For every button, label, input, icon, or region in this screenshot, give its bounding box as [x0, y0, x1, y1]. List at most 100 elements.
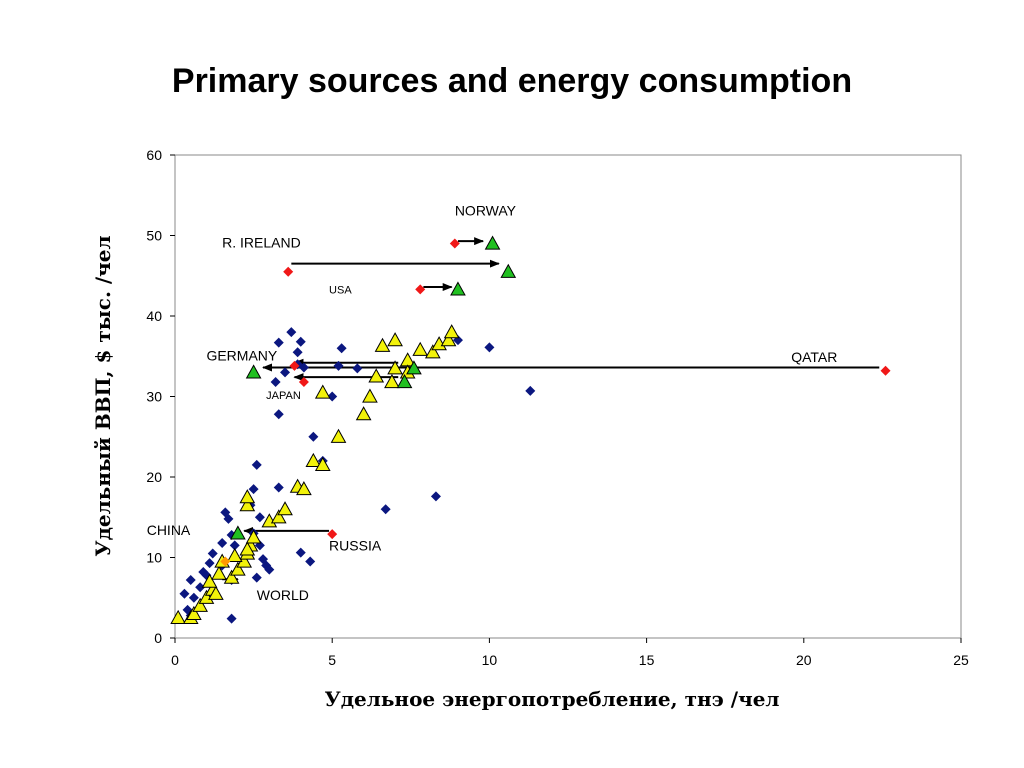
data-point-triangle-yellow [239, 497, 256, 512]
data-point-triangle-green [406, 360, 422, 375]
data-point-triangle-green [396, 373, 413, 389]
x-tick-label: 20 [796, 652, 812, 668]
country-label: CHINA [147, 522, 191, 538]
data-point-diamond-blue [430, 491, 441, 502]
data-point-diamond-red [327, 529, 338, 540]
annotations-layer: NORWAY R. IRELAND USA GERMANY JAPAN QATAR CHIN… [147, 202, 838, 603]
data-point-triangle-yellow [211, 565, 227, 580]
data-point-diamond-blue [292, 347, 303, 358]
data-point-triangle-yellow [239, 541, 256, 556]
data-point-triangle-yellow [201, 573, 218, 588]
data-point-diamond-blue [229, 540, 240, 551]
y-axis-label: Удельный ВВП, $ тыс. /чел [91, 235, 115, 556]
data-point-diamond-blue [248, 484, 259, 495]
data-point-diamond-blue [226, 613, 237, 624]
data-point-triangle-yellow [387, 360, 403, 375]
data-point-diamond-blue [305, 556, 316, 567]
data-point-triangle-yellow [239, 489, 256, 504]
data-point-diamond-blue [484, 342, 495, 353]
x-tick-label: 5 [328, 652, 336, 668]
data-point-triangle-yellow [186, 605, 202, 620]
data-point-diamond-blue [273, 482, 284, 493]
data-point-triangle-yellow [305, 452, 322, 467]
data-point-diamond-blue [204, 558, 215, 569]
country-label: WORLD [257, 587, 309, 603]
plot-area [174, 154, 962, 639]
data-point-diamond-blue [295, 547, 306, 558]
y-tick-label: 30 [146, 389, 162, 405]
data-point-triangle-yellow [245, 529, 262, 544]
country-label: QATAR [791, 349, 837, 365]
data-point-triangle-yellow [230, 561, 246, 576]
data-point-diamond-blue [380, 504, 391, 515]
data-point-triangle-yellow [374, 337, 391, 352]
data-point-triangle-green [500, 263, 517, 278]
data-point-diamond-blue [254, 512, 265, 523]
x-tick-label: 0 [171, 652, 179, 668]
country-label: NORWAY [455, 202, 517, 218]
axes: 0 5 10 15 20 25 0 10 20 30 40 50 60 [146, 147, 969, 668]
country-label: RUSSIA [329, 537, 382, 553]
data-point-triangle-green [230, 525, 246, 540]
data-point-diamond-blue [223, 513, 234, 524]
data-point-triangle-yellow [270, 509, 287, 524]
country-label: R. IRELAND [222, 235, 301, 251]
country-label: GERMANY [206, 347, 277, 363]
y-tick-label: 50 [146, 228, 162, 244]
data-point-diamond-red [298, 377, 309, 388]
page-title: Primary sources and energy consumption [171, 62, 853, 100]
data-point-triangle-yellow [384, 373, 400, 389]
arrows-layer [222, 237, 880, 584]
data-point-triangle-yellow [440, 332, 457, 347]
data-point-triangle-yellow [226, 547, 243, 562]
data-point-diamond-blue [179, 588, 190, 599]
y-tick-label: 60 [146, 147, 162, 163]
country-label: JAPAN [266, 390, 301, 402]
x-tick-label: 10 [482, 652, 498, 668]
data-point-triangle-yellow [223, 569, 240, 584]
data-point-diamond-blue [207, 548, 218, 559]
data-point-diamond-blue [280, 367, 291, 378]
x-axis-label: Удельное энергопотребление, тнэ /чел [324, 687, 779, 711]
data-point-triangle-yellow [208, 585, 224, 600]
data-point-diamond-orange [220, 556, 231, 567]
data-point-diamond-blue [251, 572, 262, 583]
x-tick-label: 15 [639, 652, 655, 668]
data-point-diamond-red [283, 266, 294, 277]
data-point-diamond-blue [295, 336, 306, 347]
data-point-diamond-blue [273, 337, 284, 348]
data-point-triangle-yellow [443, 324, 460, 339]
data-point-triangle-yellow [314, 456, 331, 472]
data-point-diamond-blue [270, 377, 281, 388]
data-point-diamond-blue [352, 363, 363, 374]
data-point-diamond-blue [185, 575, 196, 586]
data-point-diamond-red [289, 360, 300, 371]
data-point-triangle-yellow [296, 481, 312, 496]
data-point-triangle-yellow [192, 597, 209, 612]
data-point-diamond-blue [298, 362, 309, 373]
y-tick-label: 10 [146, 550, 162, 566]
data-point-triangle-yellow [368, 368, 385, 383]
data-point-diamond-blue [264, 564, 275, 575]
data-point-triangle-yellow [362, 388, 378, 403]
data-point-diamond-red [880, 365, 891, 376]
y-tick-label: 40 [146, 308, 162, 324]
data-point-diamond-blue [308, 431, 319, 442]
data-point-triangle-yellow [412, 341, 429, 356]
data-point-triangle-yellow [170, 609, 186, 624]
data-point-diamond-blue [336, 343, 347, 354]
data-point-triangle-yellow [314, 384, 331, 399]
country-label: USA [329, 284, 352, 296]
y-tick-label: 0 [154, 630, 162, 646]
data-point-triangle-yellow [277, 501, 293, 516]
data-point-diamond-blue [188, 592, 199, 603]
data-point-diamond-blue [286, 327, 297, 338]
data-point-triangle-yellow [355, 406, 372, 421]
data-point-triangle-yellow [424, 344, 441, 359]
data-point-diamond-blue [273, 409, 284, 420]
data-point-diamond-red [415, 284, 426, 295]
data-point-diamond-blue [251, 459, 262, 470]
data-point-diamond-blue [195, 582, 206, 593]
y-tick-label: 20 [146, 469, 162, 485]
